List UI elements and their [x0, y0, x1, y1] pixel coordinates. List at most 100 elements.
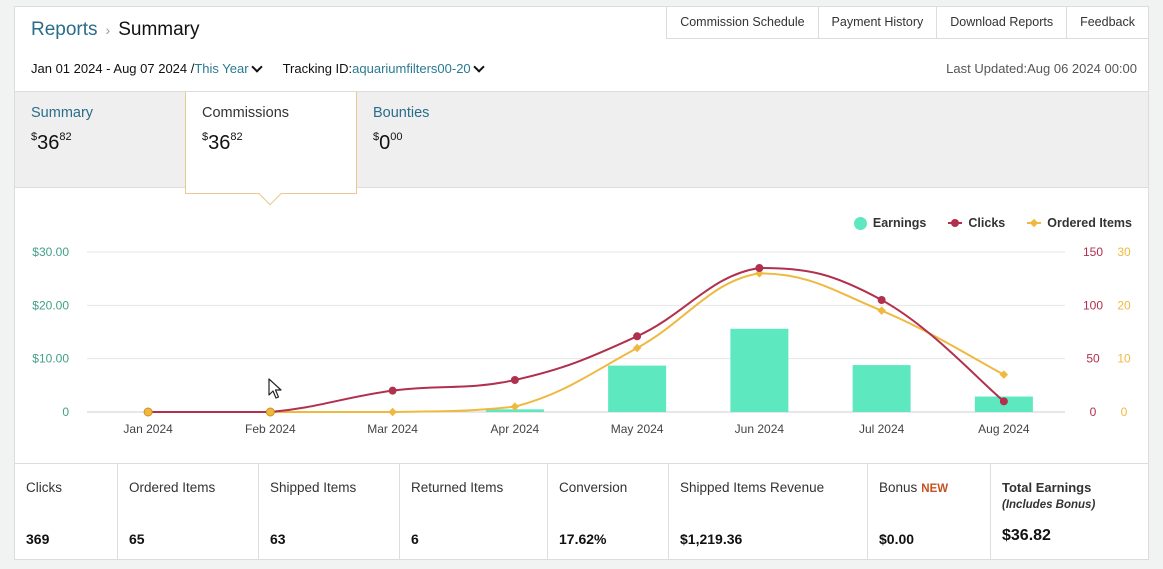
tab-commissions[interactable]: Commissions $3682 [185, 92, 357, 206]
commission-schedule-button[interactable]: Commission Schedule [666, 6, 818, 39]
y-right-items-tick-label: 20 [1117, 298, 1131, 312]
stat-value: $36.82 [1002, 527, 1051, 544]
ordered-items-line [148, 272, 1005, 413]
stat-label: Clicks [26, 480, 62, 495]
payment-history-button[interactable]: Payment History [817, 6, 937, 39]
chart-svg: 0 0 0 $10.00 50 10 $20.00 100 20 $30.00 150 30 Jan 2… [32, 245, 1131, 436]
clicks-line [148, 266, 1005, 413]
page-title: Summary [118, 19, 200, 40]
tab-commissions-value: $3682 [202, 131, 243, 154]
earnings-bar [608, 365, 667, 412]
ordered-items-point [877, 306, 886, 315]
earnings-dot-icon [853, 216, 867, 230]
stat-value: 63 [270, 531, 286, 547]
tab-summary-value: $3682 [31, 131, 72, 154]
mouse-cursor-icon [268, 378, 282, 399]
y-left-tick-label: $10.00 [32, 352, 69, 366]
stat-value: 17.62% [559, 531, 607, 547]
x-tick-label: May 2024 [611, 422, 664, 436]
clicks-point [388, 386, 397, 395]
reports-card: Reports › Summary Commission Schedule Pa… [14, 6, 1149, 560]
y-left-tick-label: $20.00 [32, 298, 69, 312]
chevron-down-icon[interactable] [473, 61, 485, 73]
earnings-chart: 0 0 0 $10.00 50 10 $20.00 100 20 $30.00 150 30 Jan 2… [15, 190, 1148, 460]
feedback-button[interactable]: Feedback [1066, 6, 1149, 39]
stat-value: $0.00 [879, 531, 915, 547]
y-right-items-tick-label: 0 [1121, 405, 1128, 419]
clicks-point [755, 264, 764, 272]
stat-label: Total Earnings [1002, 480, 1092, 495]
y-right-items-tick-label: 30 [1117, 245, 1131, 259]
stat-label: Returned Items [411, 480, 504, 495]
stat-value: 6 [411, 531, 419, 547]
ordered-items-point [265, 407, 275, 417]
stat-label: Shipped Items Revenue [680, 480, 825, 495]
clicks-point [877, 296, 886, 304]
stat-label: Shipped Items [270, 480, 357, 495]
ordered-items-point [143, 407, 153, 417]
stat-total-earnings: Total Earnings (Includes Bonus) $36.82 [991, 464, 1148, 560]
breadcrumb: Reports › Summary [31, 19, 200, 41]
legend-ordered-items[interactable]: Ordered Items [1027, 216, 1132, 230]
clicks-point [999, 397, 1008, 406]
period-dropdown[interactable]: This Year [194, 61, 249, 76]
stat-label: Conversion [559, 480, 628, 495]
x-tick-label: Jan 2024 [123, 422, 173, 436]
y-right-clicks-tick-label: 100 [1083, 298, 1103, 312]
tab-summary-label: Summary [31, 105, 94, 121]
last-updated-text: Last Updated:Aug 06 2024 00:00 [946, 61, 1137, 76]
stat-value: 65 [129, 531, 145, 547]
stat-shipped-items-revenue: Shipped Items Revenue $1,219.36 [669, 464, 868, 560]
y-right-clicks-tick-label: 50 [1086, 352, 1100, 366]
ordered-items-point [388, 407, 397, 417]
stat-returned-items: Returned Items 6 [400, 464, 548, 560]
legend-clicks[interactable]: Clicks [948, 216, 1005, 230]
report-tabs: Summary $3682 Commissions $3682 Bounties… [15, 91, 1148, 206]
stat-ordered-items: Ordered Items 65 [118, 464, 259, 560]
filter-row: Jan 01 2024 - Aug 07 2024 / This Year Tr… [31, 61, 489, 76]
x-tick-label: Mar 2024 [367, 422, 418, 436]
chevron-down-icon[interactable] [250, 61, 263, 73]
x-tick-label: Feb 2024 [245, 422, 296, 436]
new-badge: NEW [921, 483, 949, 495]
ordered-items-point [999, 370, 1009, 379]
clicks-line-icon [948, 218, 963, 228]
clicks-point [633, 332, 642, 341]
tab-summary[interactable]: Summary $3682 [15, 92, 185, 188]
ordered-items-point [632, 343, 642, 353]
y-right-clicks-tick-label: 150 [1083, 245, 1103, 259]
stat-label: Bonus NEW [879, 480, 949, 495]
tab-bounties-label: Bounties [373, 105, 430, 121]
earnings-bar [730, 328, 789, 412]
stat-bonus: Bonus NEW $0.00 [868, 464, 991, 560]
chart-legend: Earnings Clicks Ordered Items [853, 216, 1132, 230]
earnings-bar [852, 365, 911, 412]
tab-bounties-value: $000 [373, 131, 403, 154]
x-tick-label: Apr 2024 [491, 422, 540, 436]
tracking-id-label: Tracking ID: [282, 61, 353, 76]
tracking-id-dropdown[interactable]: aquariumfilters00-20 [352, 61, 471, 76]
x-tick-label: Jul 2024 [859, 422, 905, 436]
y-right-clicks-tick-label: 0 [1090, 405, 1097, 419]
stat-conversion: Conversion 17.62% [548, 464, 669, 560]
stat-value: $1,219.36 [680, 531, 743, 547]
stat-label: Ordered Items [129, 480, 216, 495]
breadcrumb-reports-link[interactable]: Reports [31, 19, 98, 40]
y-right-items-tick-label: 10 [1117, 352, 1131, 366]
date-range-text: Jan 01 2024 - Aug 07 2024 / [31, 61, 195, 76]
ordered-items-line-icon [1027, 218, 1042, 228]
top-links: Commission Schedule Payment History Down… [666, 6, 1149, 39]
stat-value: 369 [26, 531, 50, 547]
tab-bounties[interactable]: Bounties $000 [357, 92, 527, 188]
tab-commissions-label: Commissions [202, 105, 290, 121]
stats-row: Clicks 369 Ordered Items 65 Shipped Item… [15, 463, 1148, 560]
legend-earnings[interactable]: Earnings [853, 216, 926, 230]
stat-sublabel: (Includes Bonus) [1002, 499, 1096, 511]
x-tick-label: Aug 2024 [978, 422, 1030, 436]
y-left-tick-label: $30.00 [32, 245, 69, 259]
stat-shipped-items: Shipped Items 63 [259, 464, 400, 560]
stat-clicks: Clicks 369 [15, 464, 118, 560]
breadcrumb-separator-icon: › [105, 22, 111, 38]
clicks-point [510, 376, 519, 384]
download-reports-button[interactable]: Download Reports [936, 6, 1067, 39]
